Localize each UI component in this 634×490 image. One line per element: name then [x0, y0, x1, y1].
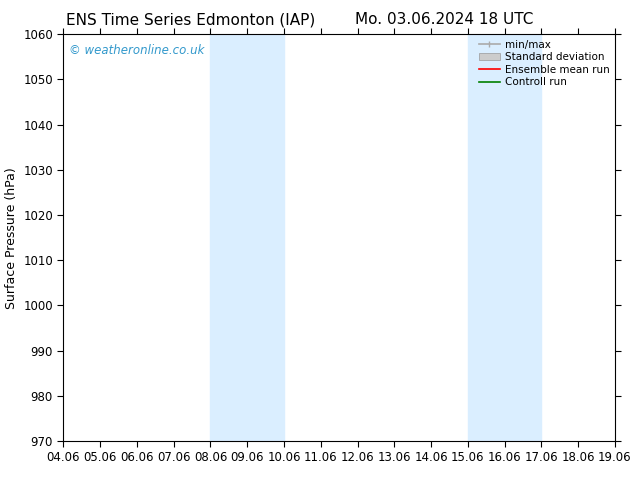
- Text: Mo. 03.06.2024 18 UTC: Mo. 03.06.2024 18 UTC: [354, 12, 533, 27]
- Text: ENS Time Series Edmonton (IAP): ENS Time Series Edmonton (IAP): [65, 12, 315, 27]
- Y-axis label: Surface Pressure (hPa): Surface Pressure (hPa): [4, 167, 18, 309]
- Bar: [468, 34, 541, 441]
- Text: © weatheronline.co.uk: © weatheronline.co.uk: [69, 45, 204, 57]
- Legend: min/max, Standard deviation, Ensemble mean run, Controll run: min/max, Standard deviation, Ensemble me…: [477, 37, 612, 89]
- Bar: [210, 34, 284, 441]
